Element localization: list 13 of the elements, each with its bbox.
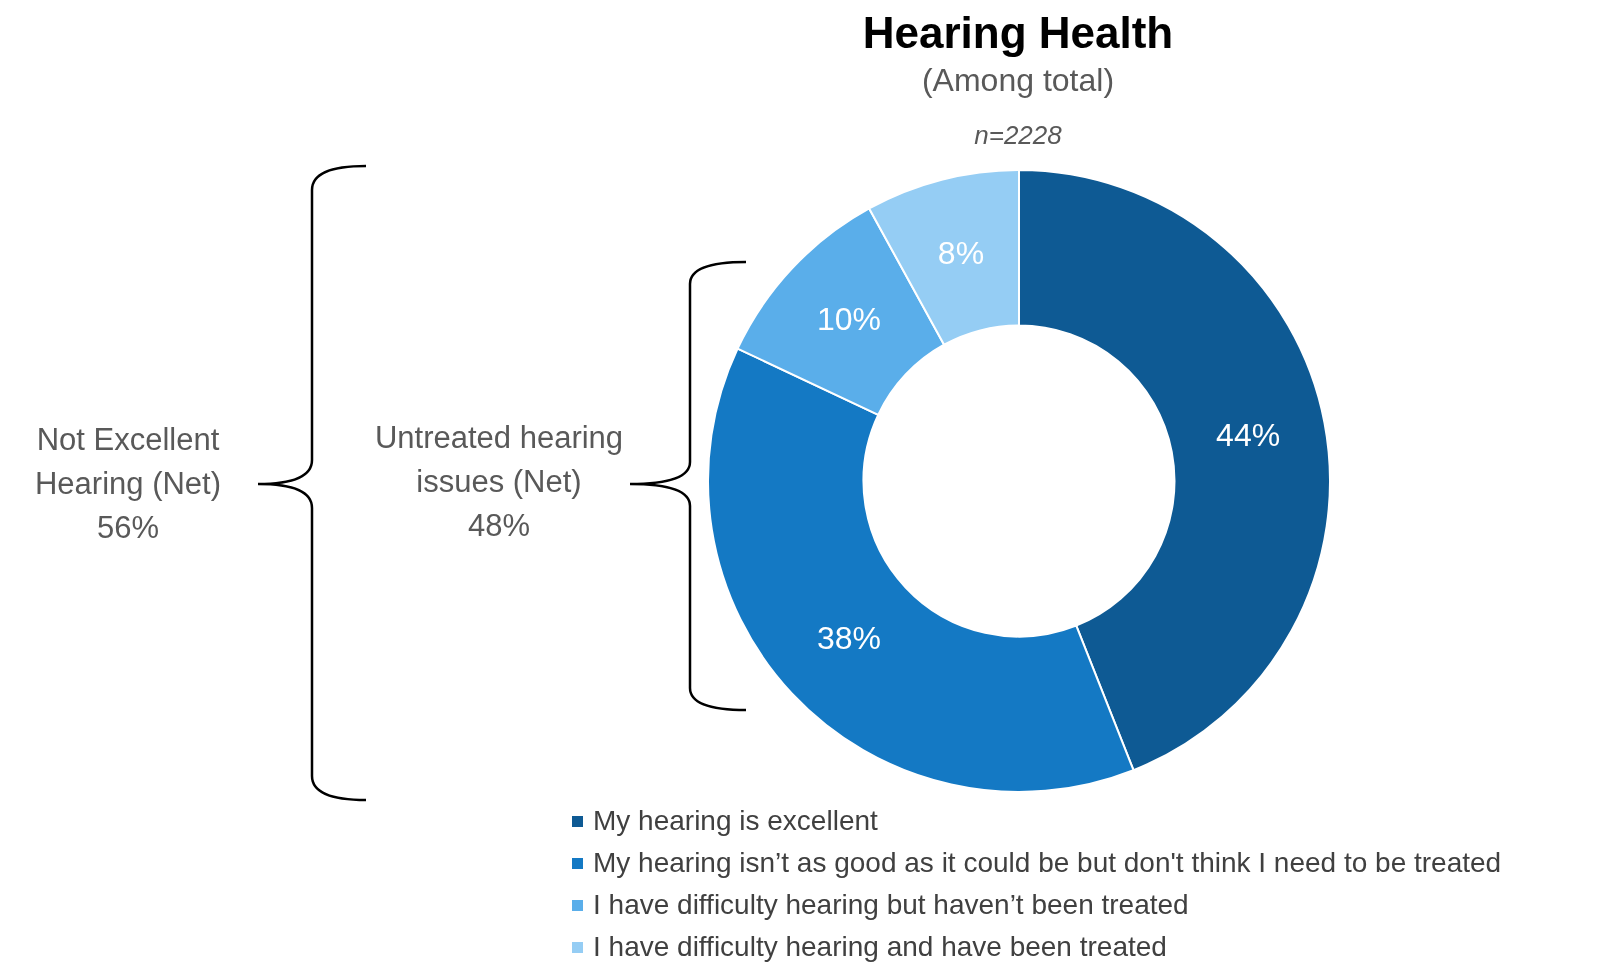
- legend-label: I have difficulty hearing but haven’t been treated: [593, 888, 1189, 922]
- chart-subtitle: (Among total): [920, 62, 1116, 99]
- chart-title: Hearing Health: [861, 8, 1175, 58]
- legend-label: My hearing isn’t as good as it could be but don't think I need to be treated: [593, 846, 1502, 880]
- text: Not Excellent Hearing (Net) 56%: [33, 421, 223, 547]
- legend-label: I have difficulty hearing and have been treated: [593, 930, 1167, 964]
- legend-label: My hearing is excellent: [593, 804, 878, 838]
- data-label: 38%: [816, 620, 881, 657]
- data-label: 8%: [937, 234, 985, 271]
- text: Untreated hearing issues (Net) 48%: [373, 419, 625, 545]
- text: n=2228: [973, 120, 1063, 150]
- data-label: 10%: [816, 301, 881, 338]
- data-label: 44%: [1216, 417, 1281, 454]
